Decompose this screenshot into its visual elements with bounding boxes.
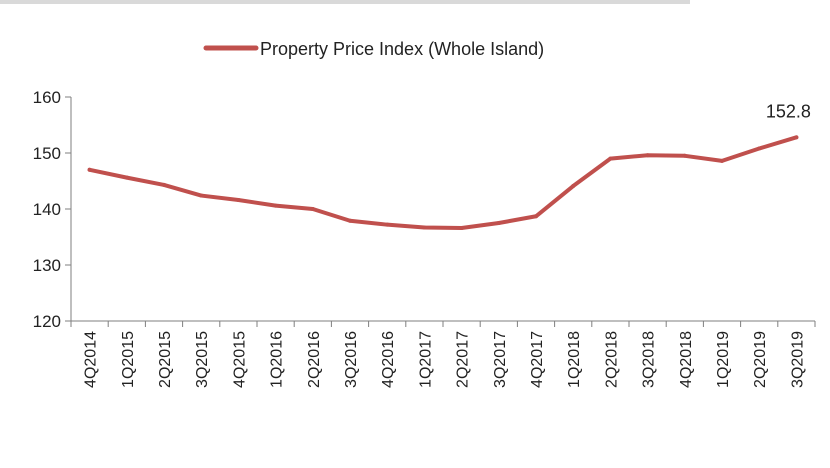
y-ticks: 120 130 140 150 160 (33, 88, 71, 331)
data-point (162, 182, 166, 187)
x-ticks: 4Q2014 1Q2015 2Q2015 3Q2015 4Q2015 1Q2016 2Q20… (70, 321, 816, 388)
x-tick-label: 4Q2017 (529, 331, 546, 388)
data-point (236, 198, 241, 203)
data-point (310, 207, 315, 211)
x-tick-label: 2Q2017 (455, 331, 472, 388)
x-tick-label: 4Q2016 (380, 331, 397, 388)
x-tick-label: 1Q2017 (417, 331, 434, 388)
data-point (720, 158, 724, 163)
x-tick-label: 3Q2018 (641, 331, 658, 388)
data-point (124, 175, 129, 180)
x-tick-label: 2Q2016 (306, 331, 323, 388)
x-tick-label: 2Q2019 (752, 331, 769, 388)
series-line (87, 135, 799, 231)
y-tick-label: 160 (33, 88, 61, 107)
y-tick-label: 130 (33, 256, 61, 275)
data-point (682, 153, 687, 158)
series-group (87, 135, 799, 231)
x-tick-label: 2Q2018 (603, 331, 620, 388)
data-point (794, 135, 799, 140)
x-tick-label: 4Q2014 (83, 331, 100, 388)
x-tick-label: 3Q2019 (789, 331, 806, 388)
x-tick-label: 1Q2015 (120, 331, 137, 388)
x-tick-label: 1Q2018 (566, 331, 583, 388)
legend-label: Property Price Index (Whole Island) (260, 39, 544, 59)
data-point (348, 218, 352, 223)
data-point (608, 156, 613, 161)
x-tick-label: 3Q2017 (492, 331, 509, 388)
data-point (87, 167, 92, 172)
x-tick-label: 4Q2015 (231, 331, 248, 388)
x-tick-label: 1Q2016 (269, 331, 286, 388)
axes (70, 97, 815, 322)
top-border-strip (0, 0, 690, 4)
data-point (422, 225, 427, 230)
data-point (496, 221, 501, 225)
data-point (385, 222, 390, 227)
legend: Property Price Index (Whole Island) (203, 39, 544, 59)
data-point (199, 193, 204, 198)
data-point (459, 226, 464, 231)
data-point (534, 214, 538, 219)
data-point (757, 146, 762, 151)
data-point (571, 184, 576, 189)
x-tick-label: 3Q2015 (194, 331, 211, 388)
data-point (645, 153, 650, 158)
x-tick-label: 3Q2016 (343, 331, 360, 388)
x-tick-label: 4Q2018 (678, 331, 695, 388)
y-tick-label: 140 (33, 200, 61, 219)
data-point (273, 203, 278, 208)
data-label: 152.8 (766, 101, 811, 121)
y-tick-label: 150 (33, 144, 61, 163)
y-tick-label: 120 (33, 312, 61, 331)
x-tick-label: 1Q2019 (715, 331, 732, 388)
x-tick-label: 2Q2015 (157, 331, 174, 388)
data-labels: 152.8 (766, 101, 811, 121)
